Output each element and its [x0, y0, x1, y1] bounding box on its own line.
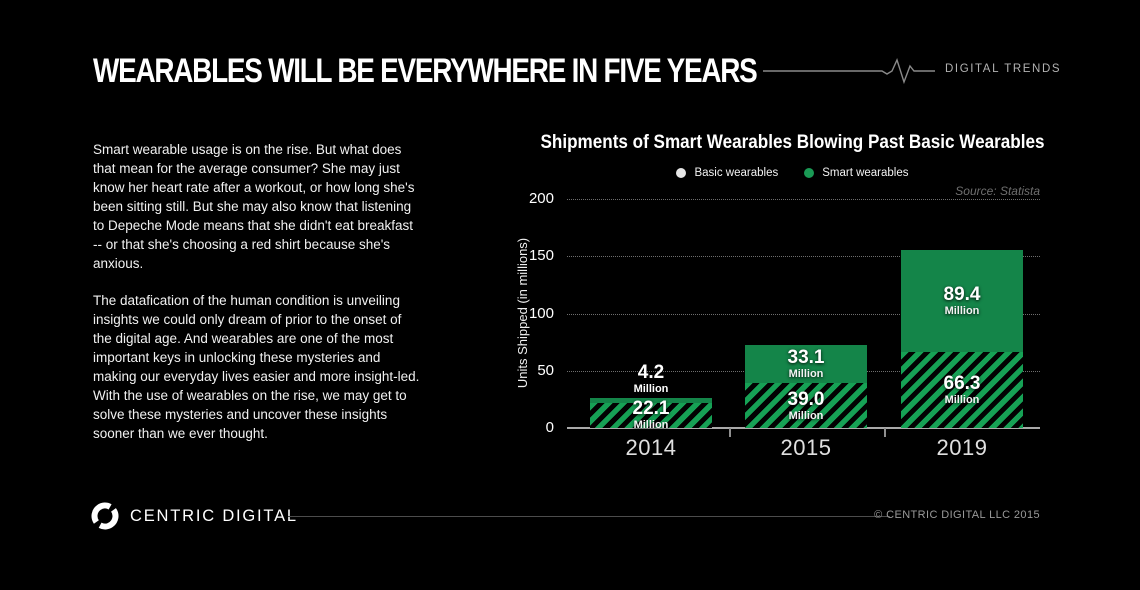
- x-tick-label-2019: 2019: [936, 435, 988, 460]
- gridline-200: [567, 199, 1040, 200]
- source-note: Source: Statista: [955, 184, 1040, 198]
- y-tick-label-0: 0: [545, 419, 554, 436]
- article-paragraph-2: The datafication of the human condition …: [93, 293, 420, 441]
- label-basic-2015: 39.0 Million: [787, 388, 825, 422]
- smart-wearables-dot-icon: [804, 168, 815, 178]
- legend-item-basic: Basic wearables: [676, 167, 778, 179]
- y-tick-label-200: 200: [528, 190, 554, 207]
- bar-value: 39.0: [787, 388, 825, 410]
- bar-unit: Million: [633, 419, 669, 432]
- article: Smart wearable usage is on the rise. But…: [93, 140, 513, 461]
- legend-label-smart: Smart wearables: [822, 167, 909, 179]
- segment-basic-2015: 39.0 Million: [745, 383, 867, 428]
- bar-unit: Million: [633, 382, 669, 395]
- gridline-100: [567, 313, 1040, 315]
- y-tick-label-100: 100: [528, 304, 554, 322]
- label-basic-2019: 66.3 Million: [943, 373, 981, 407]
- basic-wearables-dot-icon: [676, 168, 687, 178]
- footer-logo-text: CENTRIC DIGITAL: [130, 507, 298, 525]
- label-smart-2014: 4.2 Million: [590, 361, 712, 398]
- bar-value: 89.4: [943, 283, 981, 305]
- plot-area: 4.2 Million 22.1 Million 2014 33.1 Million 39.0…: [567, 199, 1040, 460]
- article-paragraph-1: Smart wearable usage is on the rise. But…: [93, 142, 415, 271]
- gridline-150: [567, 256, 1040, 258]
- segment-smart-2015: 33.1 Million: [745, 345, 867, 384]
- heartbeat-icon: [763, 58, 935, 85]
- centric-digital-logo-icon: [91, 502, 119, 530]
- segment-basic-2019: 66.3 Million: [901, 352, 1023, 428]
- y-tick-label-150: 150: [528, 247, 554, 265]
- x-axis-tick: [728, 428, 731, 437]
- chart-title: Shipments of Smart Wearables Blowing Pas…: [540, 132, 1045, 153]
- bar-unit: Million: [944, 394, 980, 407]
- bar-2015: 33.1 Million 39.0 Million: [745, 345, 867, 428]
- label-basic-2014: 22.1 Million: [632, 398, 670, 432]
- y-axis-labels: 0 50 100 150 200: [498, 190, 560, 436]
- bar-unit: Million: [788, 409, 824, 422]
- bar-value: 33.1: [787, 347, 825, 369]
- y-tick-label-50: 50: [537, 361, 554, 379]
- chart-legend: Basic wearables Smart wearables: [540, 167, 1045, 179]
- bar-2019: 89.4 Million 66.3 Million: [901, 249, 1023, 428]
- bar-unit: Million: [788, 368, 824, 381]
- segment-basic-2014: 22.1 Million: [590, 399, 712, 431]
- bar-2014: 4.2 Million 22.1 Million: [590, 362, 712, 431]
- segment-smart-2019: 89.4 Million: [901, 249, 1023, 353]
- label-smart-2019: 89.4 Million: [943, 283, 981, 317]
- page-title: WEARABLES WILL BE EVERYWHERE IN FIVE YEA…: [93, 52, 758, 90]
- legend-label-basic: Basic wearables: [694, 167, 779, 179]
- x-axis-tick: [884, 428, 886, 437]
- bar-value: 22.1: [632, 398, 670, 420]
- label-smart-2015: 33.1 Million: [787, 347, 825, 381]
- x-axis-line: [567, 427, 1040, 429]
- x-tick-label-2015: 2015: [780, 435, 832, 460]
- segment-smart-2014: [590, 397, 712, 403]
- legend-item-smart: Smart wearables: [804, 167, 909, 179]
- copyright-text: © CENTRIC DIGITAL LLC 2015: [874, 509, 1040, 521]
- bar-value: 66.3: [943, 373, 981, 395]
- brand-label: DIGITAL TRENDS: [945, 63, 1062, 75]
- x-tick-label-2014: 2014: [625, 435, 677, 460]
- bar-unit: Million: [944, 304, 980, 317]
- bar-value: 4.2: [637, 361, 665, 383]
- footer-divider: [288, 516, 890, 517]
